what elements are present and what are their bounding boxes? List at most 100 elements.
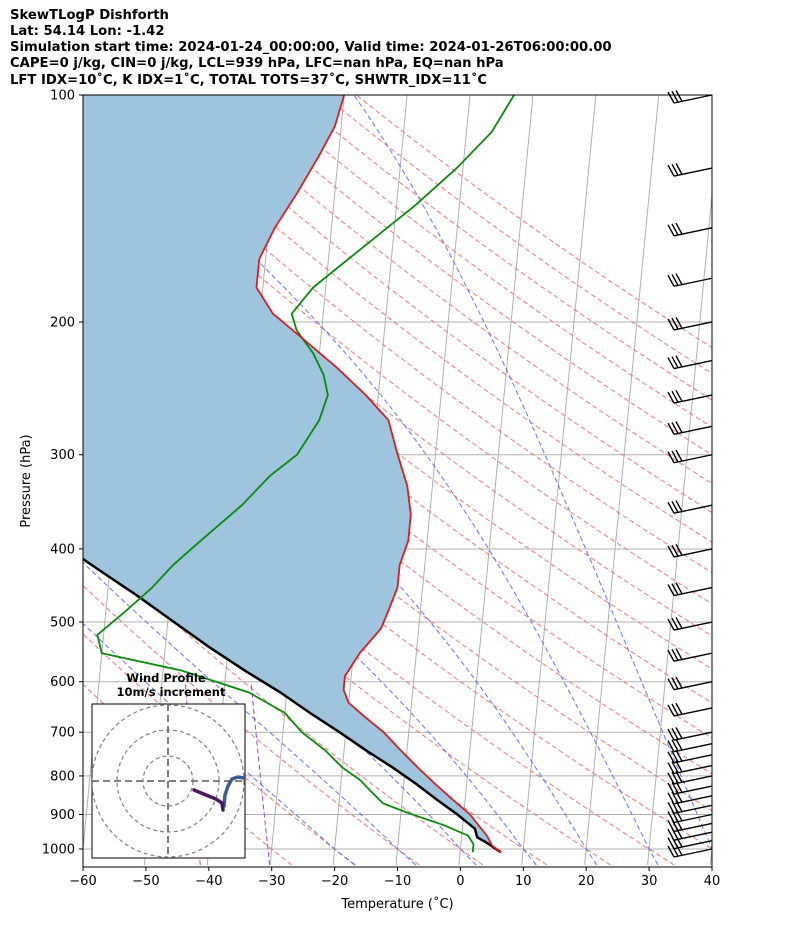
wind-barb-flag xyxy=(675,727,683,739)
moist-adiabat xyxy=(83,622,355,866)
dry-adiabat xyxy=(83,584,420,866)
wind-barb-flag xyxy=(667,164,675,177)
hodograph-inset: Wind Profile 10m/s increment xyxy=(91,671,246,859)
y-tick-label: 300 xyxy=(50,448,75,463)
y-tick-label: 400 xyxy=(50,542,75,557)
y-tick-label: 1000 xyxy=(42,843,75,858)
wind-barb xyxy=(667,390,713,404)
title-indices-2: LFT IDX=10˚C, K IDX=1˚C, TOTAL TOTS=37˚C… xyxy=(10,73,488,88)
x-tick-label: 30 xyxy=(641,874,658,889)
wind-barb-flag xyxy=(675,500,683,512)
wind-barb-staff xyxy=(673,804,713,814)
x-tick-label: 40 xyxy=(704,874,721,889)
x-tick-label: −50 xyxy=(132,874,159,889)
moist-adiabat xyxy=(353,95,712,851)
wind-barb-flag xyxy=(671,422,679,434)
wind-barb-flag xyxy=(667,801,675,814)
wind-barb-staff xyxy=(673,394,713,404)
wind-barb-flag xyxy=(667,451,675,464)
y-tick-label: 800 xyxy=(50,769,75,784)
wind-barb-flag xyxy=(671,649,679,661)
wind-barb-flag xyxy=(675,390,683,402)
wind-barb-staff xyxy=(673,321,713,331)
title-station: SkewTLogP Dishforth xyxy=(10,8,169,23)
dry-adiabat xyxy=(83,147,712,637)
wind-barb xyxy=(667,648,713,662)
wind-barb-flag xyxy=(667,584,675,596)
x-tick-label: 10 xyxy=(515,874,532,889)
wind-barb-staff xyxy=(673,681,713,691)
wind-barb-flag xyxy=(667,618,675,631)
dry-adiabat xyxy=(83,216,712,704)
title-times: Simulation start time: 2024-01-24_00:00:… xyxy=(10,40,612,55)
wind-barb-staff xyxy=(673,785,713,795)
mixing-ratio-line xyxy=(250,681,271,866)
wind-barb xyxy=(667,616,713,631)
wind-barb xyxy=(667,449,713,464)
wind-barb-flag xyxy=(671,677,679,690)
isotherm xyxy=(395,95,471,866)
wind-barb xyxy=(667,749,713,764)
wind-barb-staff xyxy=(673,795,713,805)
wind-barb-flag xyxy=(675,89,683,102)
wind-barb-flag xyxy=(671,617,679,630)
parcel-profile-line xyxy=(83,557,502,854)
wind-barb-staff xyxy=(673,652,713,662)
wind-barb-flag xyxy=(675,582,683,595)
wind-barb-flag xyxy=(675,749,683,762)
wind-barb xyxy=(667,843,713,858)
wind-barb-flag xyxy=(675,273,683,285)
wind-barb-flag xyxy=(667,391,675,404)
wind-barb-flag xyxy=(671,90,679,103)
x-tick-label: 0 xyxy=(456,874,464,889)
y-tick-label: 100 xyxy=(50,89,75,104)
y-tick-label: 700 xyxy=(50,726,75,741)
y-tick-label: 500 xyxy=(50,616,75,631)
hodograph-trace-upper xyxy=(222,775,245,808)
dry-adiabat xyxy=(83,114,712,605)
wind-barb xyxy=(667,89,713,104)
wind-barb-flag xyxy=(675,543,683,556)
isotherm xyxy=(521,95,597,866)
wind-barb-flag xyxy=(667,501,675,514)
cin-shading xyxy=(83,95,501,853)
wind-barb-staff xyxy=(673,504,713,514)
wind-barb xyxy=(667,835,713,850)
x-axis-label: Temperature (˚C) xyxy=(340,896,453,912)
wind-barb-flag xyxy=(667,224,675,237)
wind-barb-staff xyxy=(673,831,713,841)
wind-barb-flag xyxy=(671,317,679,330)
isotherm xyxy=(709,843,712,866)
dry-adiabat xyxy=(83,538,484,866)
wind-barb xyxy=(667,809,713,824)
wind-barb-flag xyxy=(667,782,675,795)
dry-adiabat xyxy=(127,95,712,543)
title-indices-1: CAPE=0 j/kg, CIN=0 j/kg, LCL=939 hPa, LF… xyxy=(10,56,504,71)
wind-barb xyxy=(667,738,713,753)
dry-adiabat xyxy=(83,449,611,866)
x-tick-label: −60 xyxy=(69,874,96,889)
x-tick-label: −20 xyxy=(321,874,348,889)
wind-barb-staff xyxy=(673,548,713,558)
wind-barb xyxy=(667,500,713,514)
wind-barb-flag xyxy=(667,845,675,858)
wind-barb-flag xyxy=(675,702,683,715)
x-tick-label: −30 xyxy=(258,874,285,889)
wind-barb-flag xyxy=(671,761,679,774)
wind-barb-flag xyxy=(667,545,675,558)
dry-adiabat xyxy=(83,407,675,866)
isotherm xyxy=(458,95,534,866)
wind-barb-flag xyxy=(671,791,679,804)
wind-barb-flag xyxy=(667,762,675,774)
wind-barb-staff xyxy=(673,840,713,850)
wind-barb xyxy=(667,355,713,370)
wind-barb-flag xyxy=(667,837,675,850)
wind-barb-flag xyxy=(667,792,675,805)
wind-barb-flag xyxy=(671,771,679,784)
wind-barb-staff xyxy=(673,359,713,370)
y-tick-label: 200 xyxy=(50,315,75,330)
y-tick-label: 900 xyxy=(50,808,75,823)
title-latlon: Lat: 54.14 Lon: -1.42 xyxy=(10,24,165,39)
dry-adiabat xyxy=(160,95,712,514)
wind-barb-flag xyxy=(675,676,683,689)
